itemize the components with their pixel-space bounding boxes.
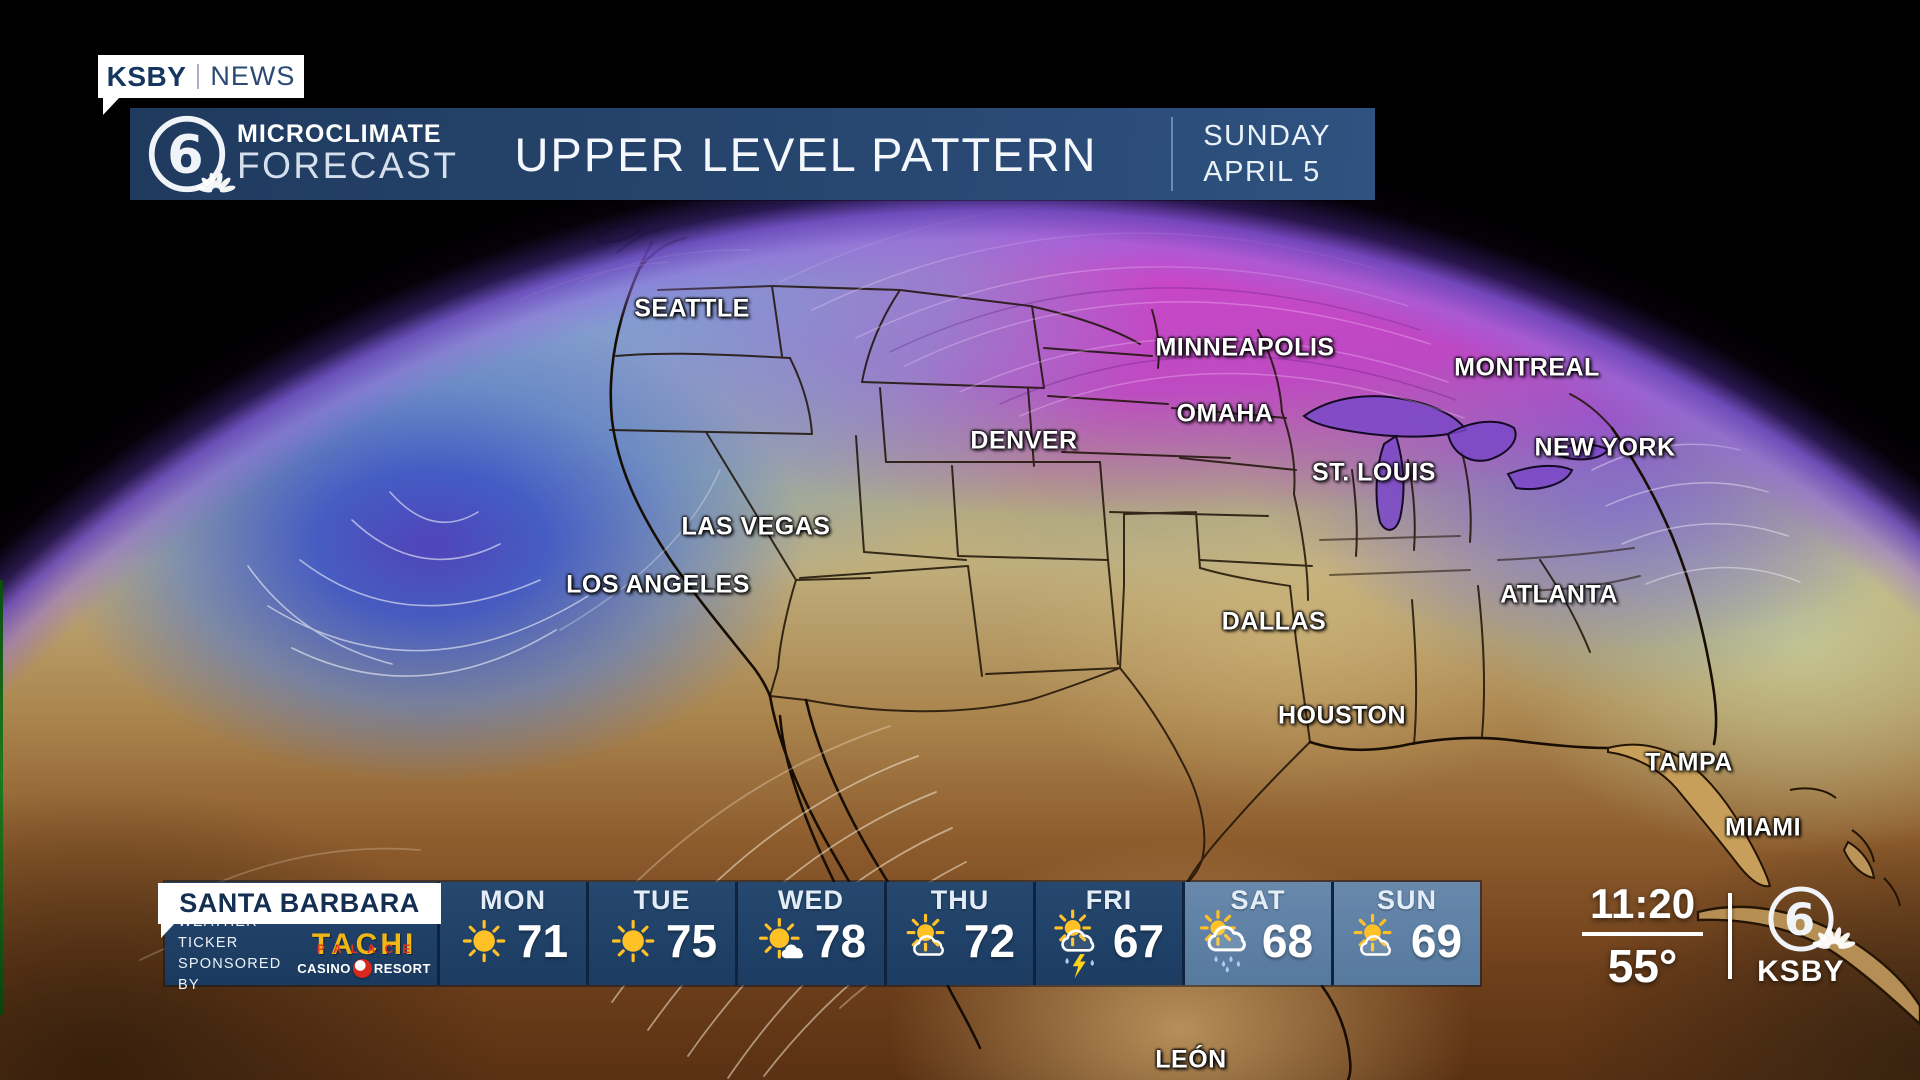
sponsor-logo-casino: CASINO [297, 961, 351, 976]
brand-line2: FORECAST [237, 145, 459, 187]
partly-cloudy-icon [1352, 913, 1408, 969]
forecast-temp: 67 [1112, 914, 1165, 967]
forecast-day-row: 75 [607, 913, 717, 969]
forecast-temp: 72 [963, 914, 1016, 967]
ticker-location-block: SANTA BARBARA WEATHER TICKER SPONSORED B… [158, 882, 441, 993]
forecast-day-label: THU [930, 885, 990, 915]
sponsor-note: WEATHER TICKER SPONSORED BY [178, 912, 297, 996]
bug-station-call: KSBY [1757, 954, 1845, 988]
forecast-temp: 71 [516, 914, 569, 967]
sponsor-note-line2: SPONSORED BY [178, 956, 282, 994]
station-call-letters: KSBY [106, 60, 187, 92]
svg-text:6: 6 [1784, 893, 1815, 946]
forecast-temp: 69 [1410, 914, 1463, 967]
forecast-day-label: WED [778, 885, 844, 915]
brand-line1: MICROCLIMATE [237, 120, 442, 149]
forecast-day-row: 69 [1352, 913, 1462, 969]
microclimate-brand: 6 MICROCLIMATE FORECAST [146, 113, 458, 195]
station-division: NEWS [210, 61, 296, 91]
forecast-day-label: MON [480, 885, 546, 915]
bug-station-logo: 6 KSBY [1757, 884, 1856, 989]
sponsor-logo-bottom: CASINO RESORT [297, 959, 431, 978]
sunny-icon [607, 913, 663, 969]
forecast-temp: 78 [814, 914, 867, 967]
brand-text: MICROCLIMATE FORECAST [237, 122, 458, 186]
forecast-day-label: FRI [1085, 885, 1133, 915]
station-divider [197, 64, 200, 89]
sunny-icon [458, 913, 514, 969]
forecast-day-cell: FRI 67 [1033, 882, 1182, 985]
florida-peninsula [1607, 743, 1772, 888]
page-title: UPPER LEVEL PATTERN [514, 127, 1098, 181]
ticker-location-bubble: SANTA BARBARA [158, 883, 441, 938]
station-logo-box: KSBY NEWS [98, 55, 304, 115]
weather-ticker: SANTA BARBARA WEATHER TICKER SPONSORED B… [158, 882, 1480, 993]
forecast-day-cell: WED 78 [735, 882, 884, 985]
current-time: 11:20 [1582, 883, 1704, 936]
great-lakes [1302, 395, 1610, 531]
current-temperature: 55° [1607, 940, 1678, 992]
forecast-day-label: SAT [1230, 885, 1286, 915]
forecast-day-row: 67 [1054, 909, 1165, 979]
forecast-day-cell: TUE 75 [586, 882, 735, 985]
bug-divider [1728, 893, 1733, 979]
forecast-temp: 68 [1261, 914, 1314, 967]
forecast-day-row: 68 [1199, 910, 1314, 973]
nbc-peacock-icon [1812, 926, 1856, 949]
forecast-day-row: 72 [905, 913, 1015, 969]
sponsor-logo: TACHI PALACE CASINO RESORT [297, 930, 431, 978]
forecast-day-row: 78 [756, 913, 866, 969]
forecast-day-cell: SAT 68 [1182, 882, 1331, 985]
time-temp-bug: 11:20 55° 6 KSBY [1582, 883, 1856, 992]
sponsor-logo-resort: RESORT [373, 961, 431, 976]
thunderstorm-icon [1054, 909, 1110, 979]
nbc-peacock-icon [196, 172, 236, 193]
sponsor-logo-middle: PALACE [316, 942, 420, 956]
forecast-header-bar: 6 MICROCLIMATE FORECAST UPPER LEVEL PATT… [130, 108, 1375, 200]
forecast-day-label: TUE [633, 885, 691, 915]
state-boundaries [609, 284, 1641, 885]
ksby-6-logo-icon: 6 [1766, 884, 1856, 954]
forecast-day-cell: THU 72 [884, 882, 1033, 985]
streamlines-vortex [247, 469, 721, 677]
forecast-day-cell: MON 71 [437, 882, 586, 985]
ticker-location-label: SANTA BARBARA [179, 888, 420, 918]
forecast-temp: 75 [665, 914, 718, 967]
rain-icon [1199, 910, 1259, 973]
streamlines-canada [779, 201, 1465, 419]
ticker-sponsor-row: WEATHER TICKER SPONSORED BY TACHI PALACE… [165, 914, 437, 993]
partly-cloudy-icon [905, 913, 961, 969]
forecast-day-row: 71 [458, 913, 568, 969]
header-date: APRIL 5 [1203, 155, 1321, 188]
streamlines-atlantic [1591, 443, 1801, 585]
forecast-day-cell: SUN 69 [1331, 882, 1480, 985]
header-day-of-week: SUNDAY [1203, 119, 1331, 152]
mostly-sunny-icon [756, 913, 812, 969]
left-edge-artifact [0, 580, 3, 1015]
forecast-days-strip: MON 71 TUE 75 WED 78 THU 72 FRI 67 SAT 68 SUN 69 [437, 882, 1480, 985]
header-date-block: SUNDAY APRIL 5 [1171, 117, 1331, 191]
sponsor-emblem-icon [352, 959, 372, 978]
forecast-day-label: SUN [1376, 885, 1437, 915]
ksby-6-logo-icon: 6 [146, 113, 236, 195]
time-column: 11:20 55° [1582, 883, 1704, 992]
